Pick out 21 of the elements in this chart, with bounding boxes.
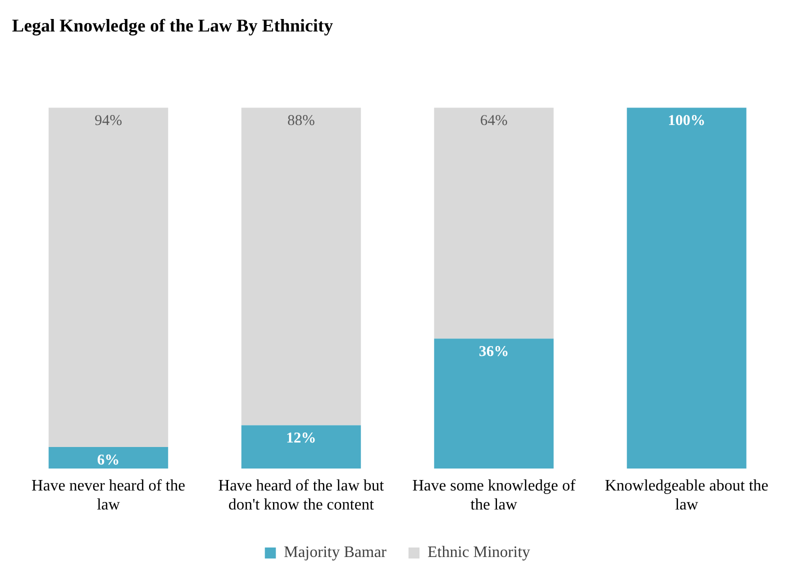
data-label: 12%: [286, 430, 316, 447]
x-tick-label: Have heard of the law but don't know the content: [218, 477, 385, 514]
data-label: 94%: [94, 113, 122, 130]
legend-label: Ethnic Minority: [427, 544, 530, 562]
x-tick-label: Have never heard of the law: [32, 477, 186, 514]
bar: [434, 108, 554, 339]
bar: [434, 338, 554, 469]
bar: [626, 108, 746, 469]
x-tick-label: Knowledgeable about the law: [604, 477, 768, 514]
bar: [48, 108, 168, 447]
x-tick-label: Have some knowledge of the law: [412, 477, 576, 514]
chart-title: Legal Knowledge of the Law By Ethnicity: [12, 15, 334, 36]
data-label: 6%: [97, 452, 120, 468]
bar: [241, 425, 361, 469]
legend-label: Majority Bamar: [284, 544, 388, 562]
bar: [48, 446, 168, 469]
data-label: 100%: [668, 112, 706, 129]
data-label: 36%: [478, 344, 509, 360]
bar: [241, 108, 361, 426]
data-label: 64%: [480, 113, 508, 130]
data-label: 88%: [287, 113, 315, 130]
